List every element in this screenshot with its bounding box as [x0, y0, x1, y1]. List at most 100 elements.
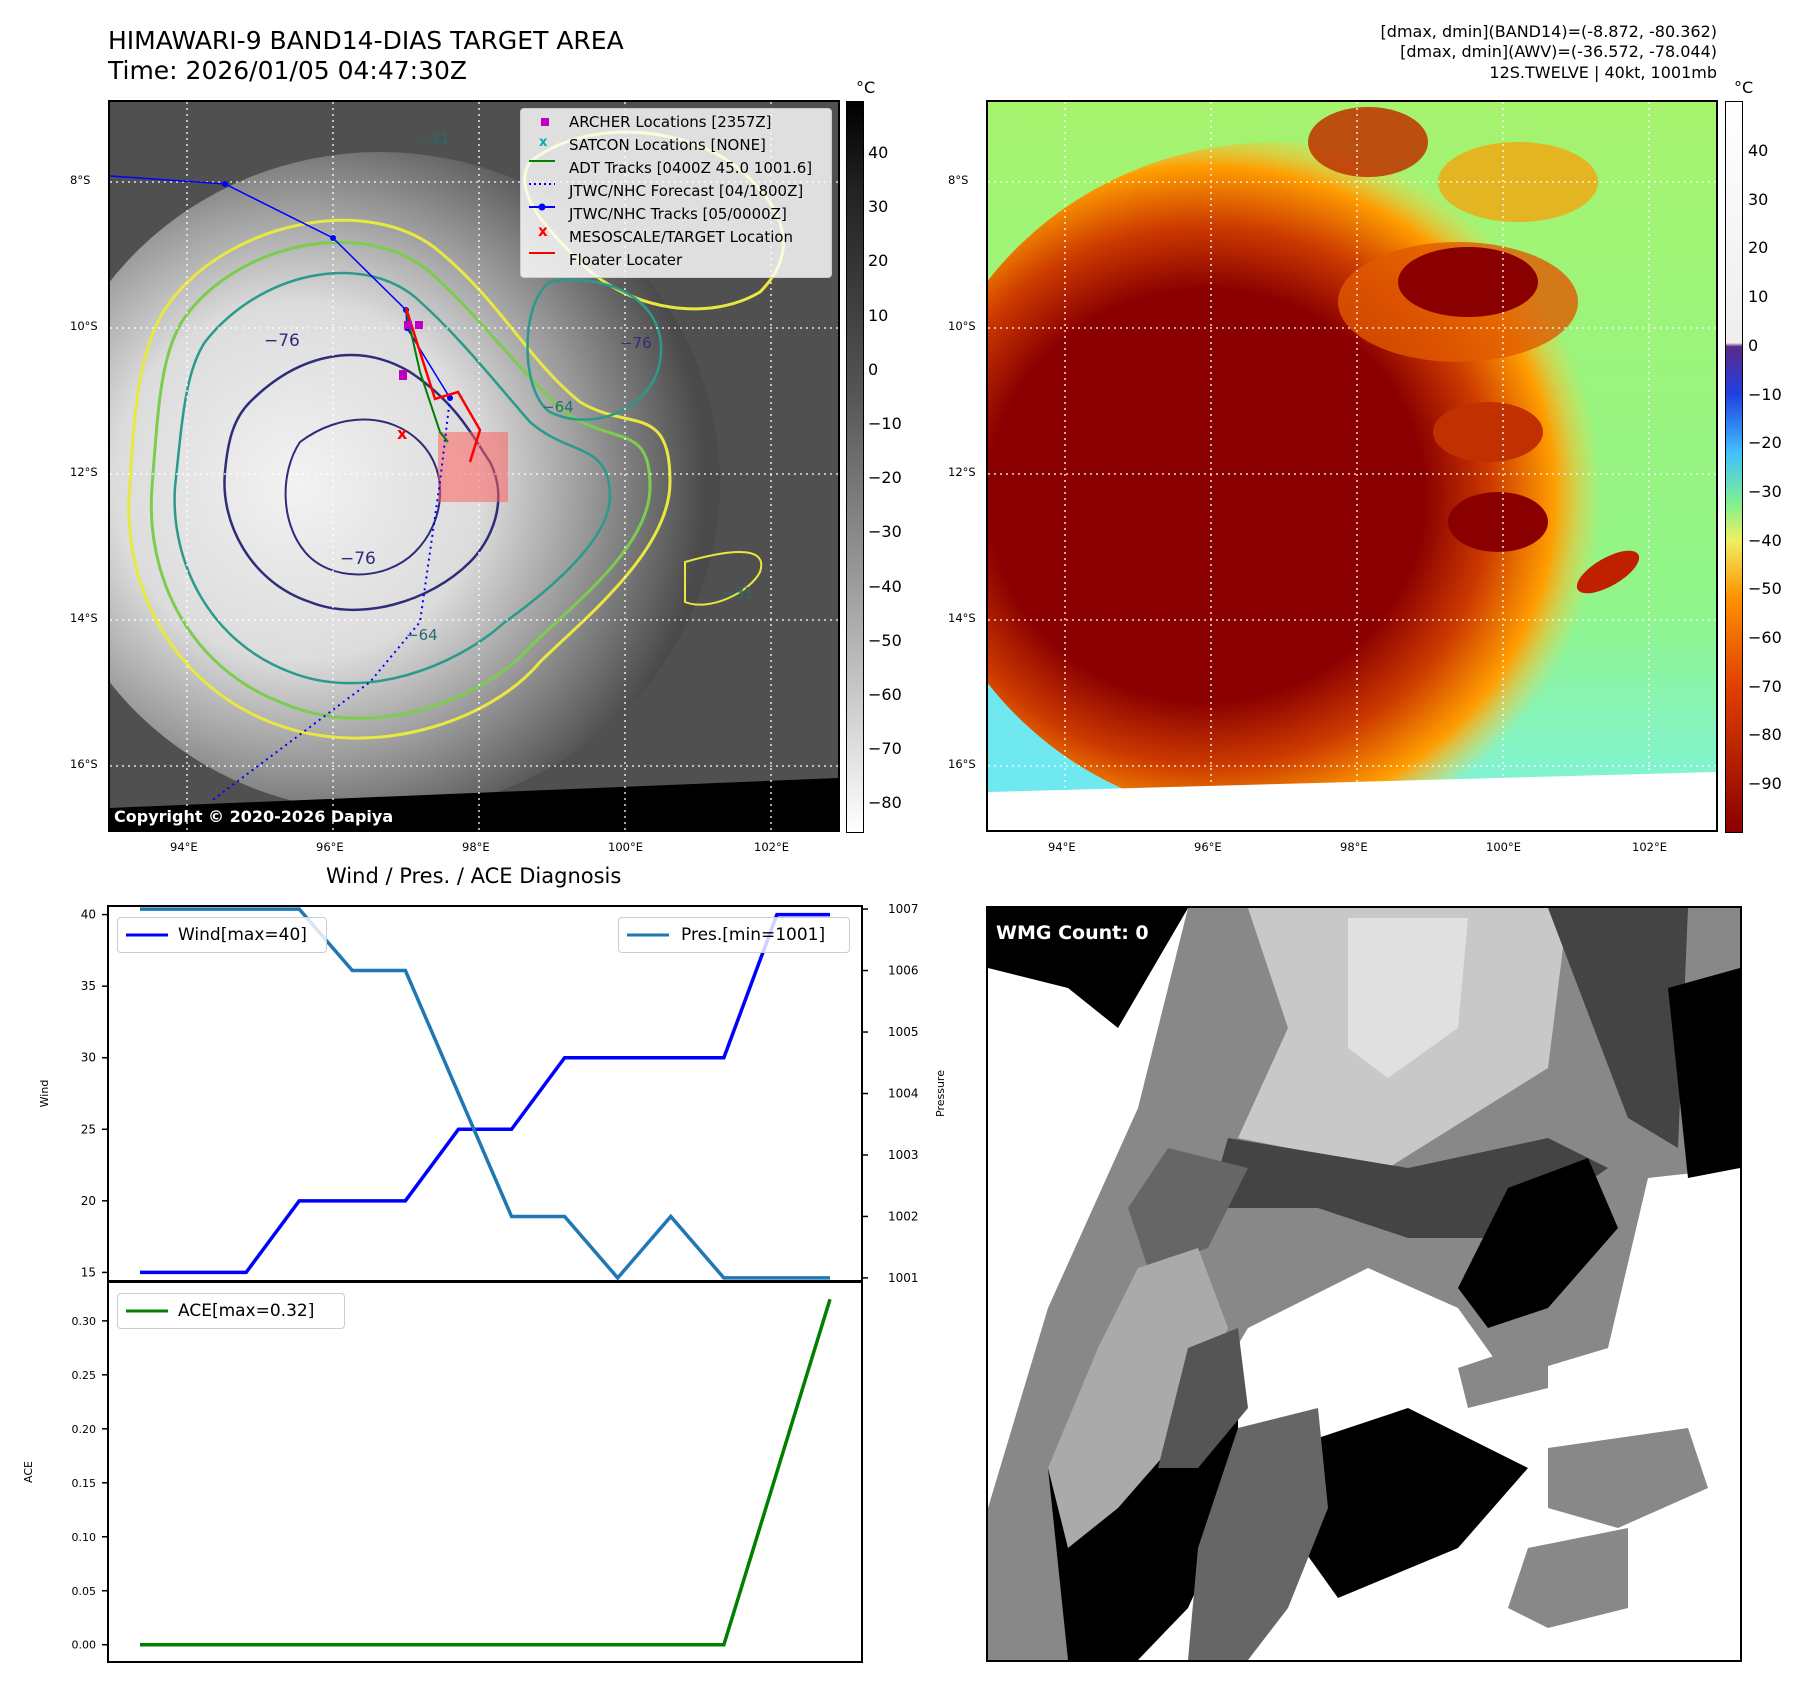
lon-tick-label: 98°E	[462, 840, 490, 854]
lon-tick-label: 100°E	[1486, 840, 1521, 854]
jtwc-forecast-line	[209, 397, 451, 803]
right-tick-label: 1006	[888, 964, 919, 978]
colorbar-tick-label: −30	[868, 522, 902, 542]
archer-legend-marker	[541, 118, 549, 126]
colorbar-tick-label: 10	[868, 305, 889, 325]
ace-legend: ACE[max=0.32]	[117, 1293, 345, 1329]
band14-map: x −76 −76 −64 −64 −76 −31 −31 Copyright …	[108, 100, 840, 832]
ace-tick-label: 0.20	[72, 1423, 97, 1436]
ace-legend-label: ACE[max=0.32]	[178, 1301, 315, 1321]
lon-tick-label: 102°E	[754, 840, 789, 854]
colorbar-tick-label: 30	[868, 197, 889, 217]
lat-tick-label: 16°S	[948, 757, 976, 771]
contour-label: −76	[620, 334, 652, 352]
colorbar-tick-label: −80	[868, 793, 902, 813]
contour-label: −76	[340, 549, 376, 569]
copyright-text: Copyright © 2020-2026 Dapiya	[114, 807, 394, 826]
chart1-frame	[107, 905, 863, 1282]
left-tick-label: 35	[81, 979, 96, 993]
colorbar-tick-label: −60	[1748, 628, 1782, 647]
lon-tick-label: 102°E	[1632, 840, 1667, 854]
colorbar1	[846, 101, 864, 833]
pressure-legend-label: Pres.[min=1001]	[681, 925, 826, 945]
colorbar-tick-label: 10	[1748, 287, 1769, 307]
colorbar-tick-label: 0	[1748, 335, 1759, 355]
lon-tick-label: 96°E	[316, 840, 344, 854]
ace-tick-label: 0.00	[72, 1639, 97, 1652]
colorbar-tick-label: −90	[1748, 774, 1782, 794]
wmg-panel: WMG Count: 0	[986, 906, 1742, 1662]
ace-tick-label: 0.10	[72, 1531, 97, 1544]
lat-tick-label: 8°S	[70, 173, 91, 187]
legend-item: JTWC/NHC Tracks [05/0000Z]	[569, 205, 787, 223]
contour-label: −64	[542, 398, 574, 416]
contour-label: −76	[264, 331, 300, 351]
right-tick-label: 1003	[888, 1148, 919, 1162]
lon-tick-label: 98°E	[1340, 840, 1368, 854]
mesoscale-legend-marker: x	[538, 222, 548, 240]
storm-info: 12S.TWELVE | 40kt, 1001mb	[1489, 63, 1717, 82]
left-tick-label: 30	[81, 1051, 96, 1065]
right-tick-label: 1005	[888, 1025, 919, 1039]
ace-axis-label: ACE	[22, 1461, 35, 1483]
jtwc-track-line	[110, 175, 451, 399]
lat-tick-label: 16°S	[70, 757, 98, 771]
lon-tick-label: 94°E	[1048, 840, 1076, 854]
pressure-legend: Pres.[min=1001]	[618, 917, 850, 953]
ace-tick-label: 0.25	[72, 1369, 97, 1382]
contour-label: −31	[418, 130, 450, 148]
right-tick-label: 1001	[888, 1271, 919, 1285]
ace-tick-label: 0.05	[72, 1585, 97, 1598]
colorbar-tick-label: −60	[868, 685, 902, 704]
timestamp: Time: 2026/01/05 04:47:30Z	[108, 56, 467, 85]
ace-chart: 0.00 0.05 0.10 0.15 0.20 0.25 0.30 ACE	[22, 1281, 863, 1663]
colorbar-tick-label: −40	[868, 576, 902, 596]
colorbar-tick-label: −10	[1748, 384, 1782, 404]
lon-tick-label: 96°E	[1194, 840, 1222, 854]
legend-item: SATCON Locations [NONE]	[569, 136, 766, 154]
colorbar-tick-label: 40	[1748, 141, 1769, 160]
colorbar-tick-label: −50	[868, 630, 902, 650]
adt-track	[405, 309, 449, 443]
colorbar-tick-label: −70	[868, 739, 902, 759]
colorbar2-unit: °C	[1734, 78, 1754, 97]
colorbar-tick-label: 0	[868, 359, 879, 379]
colorbar-tick-label: −30	[1748, 481, 1782, 501]
satcon-legend-marker: x	[539, 135, 548, 150]
dmax-band14-info: [dmax, dmin](BAND14)=(-8.872, -80.362)	[1380, 22, 1717, 41]
lat-tick-label: 12°S	[948, 465, 976, 479]
legend-item: ARCHER Locations [2357Z]	[569, 113, 772, 131]
map-legend: x x ARCHER Locations [2357Z] SATCON Loca…	[520, 108, 832, 278]
right-tick-label: 1002	[888, 1209, 919, 1223]
lat-tick-label: 10°S	[70, 319, 98, 333]
wind-legend-label: Wind[max=40]	[178, 925, 307, 945]
colorbar-tick-label: 30	[1748, 189, 1769, 209]
contour-label: −64	[406, 626, 438, 644]
wind-pressure-chart: 15 20 25 30 35 40 1001 1002 1003 1004 1005 1006 1007…	[38, 902, 947, 1285]
left-tick-label: 15	[81, 1265, 96, 1279]
colorbar-tick-label: 20	[1748, 238, 1769, 258]
ace-tick-label: 0.15	[72, 1477, 97, 1490]
lat-tick-label: 12°S	[70, 465, 98, 479]
wmg-canvas	[988, 908, 1740, 1660]
floater-locater	[404, 307, 482, 463]
colorbar-tick-label: −20	[868, 468, 902, 488]
colorbar-tick-label: 40	[868, 143, 889, 162]
wind-legend: Wind[max=40]	[117, 917, 327, 953]
colorbar-tick-label: 20	[868, 251, 889, 271]
colorbar-tick-label: −80	[1748, 725, 1782, 745]
ace-tick-label: 0.30	[72, 1315, 97, 1328]
lon-tick-label: 94°E	[170, 840, 198, 854]
awv-map-canvas	[988, 102, 1716, 830]
colorbar-tick-label: −40	[1748, 530, 1782, 550]
page-title: HIMAWARI-9 BAND14-DIAS TARGET AREA	[108, 26, 624, 55]
tracks-legend-dot	[538, 203, 546, 211]
dmax-awv-info: [dmax, dmin](AWV)=(-36.572, -78.044)	[1400, 42, 1717, 61]
legend-item: MESOSCALE/TARGET Location	[569, 228, 794, 246]
chart2-frame	[107, 1281, 863, 1663]
wind-series-line	[140, 912, 830, 1275]
legend-item: Floater Locater	[569, 251, 683, 269]
legend-item: ADT Tracks [0400Z 45.0 1001.6]	[569, 159, 813, 177]
chart-title: Wind / Pres. / ACE Diagnosis	[326, 864, 622, 888]
legend-item: JTWC/NHC Forecast [04/1800Z]	[569, 182, 804, 200]
